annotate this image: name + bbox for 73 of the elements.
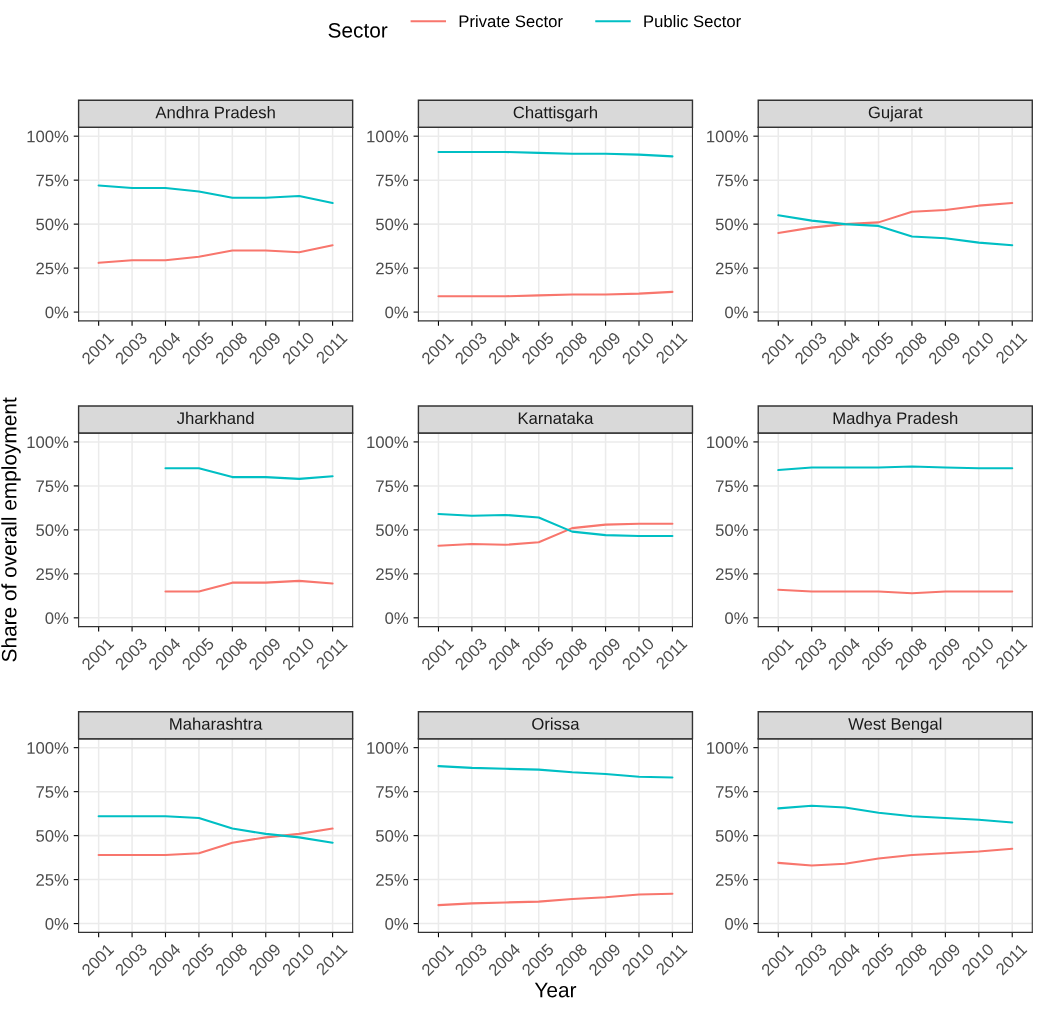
y-tick-label: 100% bbox=[27, 436, 69, 449]
y-tick-label: 75% bbox=[716, 480, 748, 493]
line-series bbox=[97, 815, 334, 844]
y-tick-label: 50% bbox=[376, 218, 409, 231]
y-tick-label: 25% bbox=[715, 568, 748, 581]
y-tick-label: 0% bbox=[45, 306, 69, 319]
y-tick-label: 100% bbox=[367, 436, 409, 449]
line-series bbox=[164, 467, 334, 480]
y-tick-label: 100% bbox=[367, 130, 409, 143]
y-tick-label: 100% bbox=[707, 742, 748, 754]
line-series bbox=[97, 184, 334, 205]
y-tick-label: 75% bbox=[36, 480, 69, 493]
line-series bbox=[777, 201, 1014, 234]
y-tick-label: 50% bbox=[376, 830, 409, 842]
line-series bbox=[164, 579, 334, 593]
chart-title: Gujarat bbox=[868, 106, 923, 122]
y-tick-label: 75% bbox=[716, 786, 748, 798]
y-tick-label: 50% bbox=[376, 524, 409, 537]
y-tick-label: 25% bbox=[36, 874, 69, 886]
y-tick-label: 0% bbox=[385, 306, 409, 319]
y-tick-label: 0% bbox=[45, 917, 69, 930]
y-tick-label: 0% bbox=[725, 306, 748, 319]
y-tick-label: 100% bbox=[367, 742, 409, 754]
y-tick-label: 0% bbox=[725, 612, 748, 625]
y-tick-label: 75% bbox=[376, 174, 409, 187]
legend-title: Sector bbox=[328, 22, 388, 38]
y-tick-label: 25% bbox=[36, 262, 69, 275]
y-tick-label: 75% bbox=[36, 174, 69, 187]
y-tick-label: 50% bbox=[715, 830, 748, 842]
y-tick-label: 50% bbox=[36, 830, 69, 842]
line-series bbox=[777, 214, 1014, 247]
chart-title: West Bengal bbox=[848, 717, 942, 734]
chart-title: Madhya Pradesh bbox=[833, 411, 958, 428]
y-tick-label: 50% bbox=[715, 218, 748, 231]
line-series bbox=[777, 804, 1014, 824]
y-tick-label: 100% bbox=[27, 742, 69, 754]
y-tick-label: 25% bbox=[376, 262, 409, 275]
y-tick-label: 25% bbox=[376, 874, 409, 886]
y-tick-label: 100% bbox=[707, 130, 748, 143]
y-tick-label: 25% bbox=[36, 568, 69, 581]
chart-title: Chattisgarh bbox=[513, 106, 597, 122]
y-tick-label: 75% bbox=[376, 480, 409, 493]
line-series bbox=[437, 892, 674, 907]
line-series bbox=[437, 513, 674, 538]
y-tick-label: 50% bbox=[36, 524, 69, 537]
chart-title: Maharashtra bbox=[170, 717, 263, 730]
y-tick-label: 75% bbox=[716, 174, 748, 187]
line-series bbox=[97, 244, 334, 264]
y-tick-label: 0% bbox=[385, 612, 409, 625]
y-tick-label: 50% bbox=[715, 524, 748, 537]
y-tick-label: 25% bbox=[715, 262, 748, 275]
line-series bbox=[437, 765, 674, 779]
chart-title: Karnataka bbox=[518, 411, 594, 425]
y-tick-label: 0% bbox=[45, 612, 69, 625]
chart-title: Andhra Pradesh bbox=[155, 106, 275, 119]
chart-title: Jharkhand bbox=[176, 411, 254, 425]
x-axis-title: Year bbox=[534, 982, 577, 998]
y-axis-title: Share of overall employment bbox=[1, 397, 21, 662]
y-tick-label: 100% bbox=[27, 130, 69, 143]
line-series bbox=[97, 827, 334, 857]
y-tick-label: 50% bbox=[36, 218, 69, 231]
legend-label: Private Sector bbox=[459, 15, 563, 28]
legend-label: Public Sector bbox=[644, 15, 741, 28]
line-series bbox=[437, 522, 674, 547]
y-tick-label: 75% bbox=[376, 786, 409, 798]
y-tick-label: 0% bbox=[385, 917, 409, 930]
chart-title: Orissa bbox=[532, 717, 580, 730]
y-tick-label: 25% bbox=[376, 568, 409, 581]
line-series bbox=[777, 847, 1014, 867]
y-tick-label: 75% bbox=[36, 786, 69, 798]
y-tick-label: 100% bbox=[707, 436, 748, 449]
y-tick-label: 25% bbox=[715, 874, 748, 886]
y-tick-label: 0% bbox=[725, 917, 748, 930]
